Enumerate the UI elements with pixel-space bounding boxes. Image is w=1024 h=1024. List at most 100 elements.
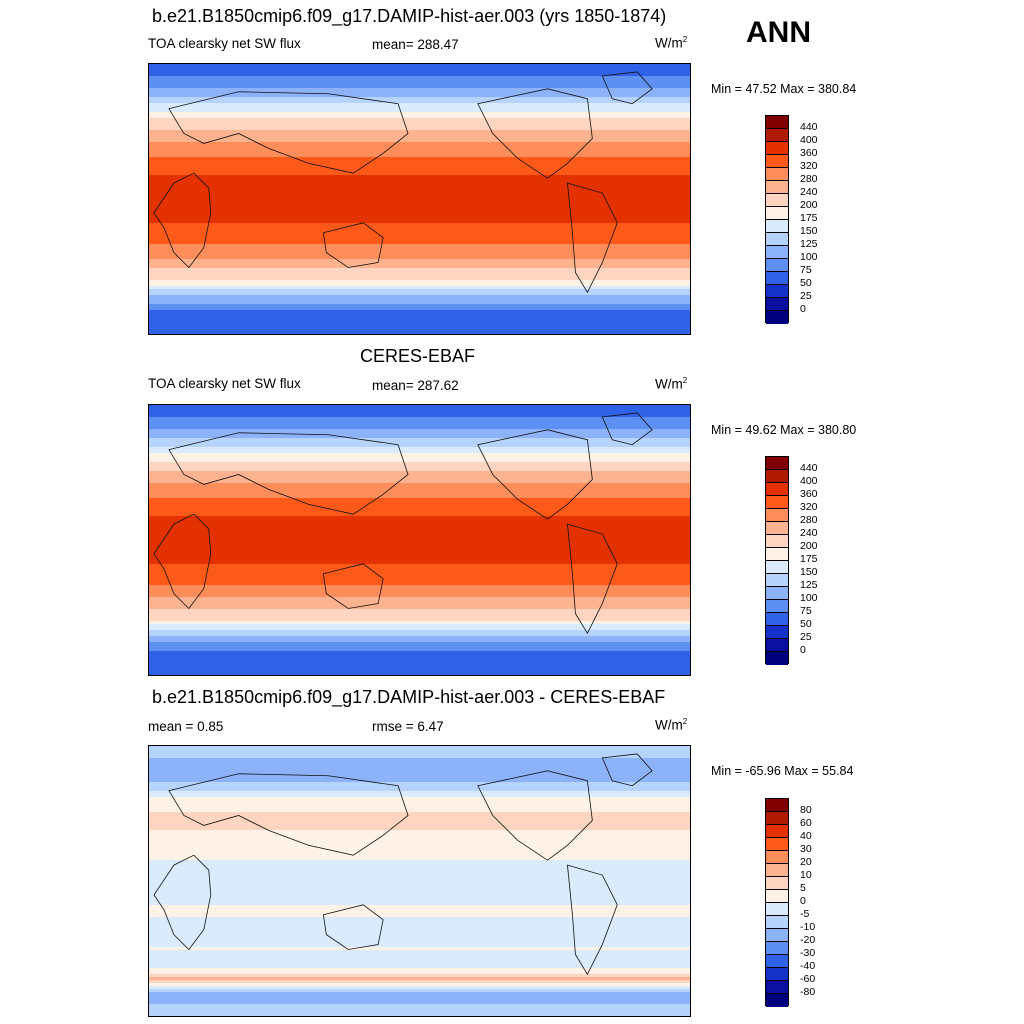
colorbar-cell: [766, 587, 788, 600]
latitude-band: [149, 67, 690, 71]
latitude-band: [149, 854, 690, 858]
coastline: [153, 854, 212, 951]
latitude-band: [149, 630, 690, 634]
latitude-band: [149, 145, 690, 149]
colorbar-tick-label: 125: [800, 238, 818, 250]
colorbar-cell: [766, 142, 788, 155]
latitude-band: [149, 130, 690, 134]
latitude-band: [149, 453, 690, 457]
colorbar-tick-label: 360: [800, 488, 818, 500]
latitude-band: [149, 316, 690, 320]
latitude-band: [149, 669, 690, 673]
coastline: [601, 753, 653, 787]
latitude-band: [149, 971, 690, 975]
latitude-band: [149, 190, 690, 194]
colorbar-cell: [766, 259, 788, 272]
latitude-band: [149, 241, 690, 245]
latitude-band: [149, 887, 690, 891]
latitude-band: [149, 235, 690, 239]
units-label: W/m2: [655, 35, 688, 51]
latitude-band: [149, 136, 690, 140]
colorbar-tick-label: 30: [800, 843, 812, 855]
latitude-band: [149, 175, 690, 179]
latitude-band: [149, 609, 690, 613]
colorbar-tick-label: 440: [800, 121, 818, 133]
latitude-band: [149, 91, 690, 95]
panel-title: b.e21.B1850cmip6.f09_g17.DAMIP-hist-aer.…: [152, 6, 667, 26]
latitude-band: [149, 295, 690, 299]
latitude-band: [149, 773, 690, 777]
latitude-band: [149, 794, 690, 798]
latitude-band: [149, 660, 690, 664]
colorbar-cell: [766, 272, 788, 285]
latitude-band: [149, 594, 690, 598]
colorbar-tick-label: 440: [800, 462, 818, 474]
latitude-band: [149, 489, 690, 493]
latitude-band: [149, 914, 690, 918]
colorbar-tick-label: 100: [800, 592, 818, 604]
latitude-band: [149, 974, 690, 978]
latitude-band: [149, 956, 690, 960]
minmax-label: Min = 49.62 Max = 380.80: [711, 423, 857, 437]
map-svg: [149, 405, 690, 675]
latitude-band: [149, 432, 690, 436]
latitude-band: [149, 959, 690, 963]
colorbar-cell: [766, 496, 788, 509]
colorbar: [765, 115, 789, 324]
coastline: [601, 412, 653, 446]
latitude-band: [149, 782, 690, 786]
colorbar-cell: [766, 168, 788, 181]
latitude-band: [149, 166, 690, 170]
latitude-band: [149, 902, 690, 906]
colorbar-cell: [766, 285, 788, 298]
colorbar-tick-label: 25: [800, 290, 812, 302]
latitude-band: [149, 651, 690, 655]
latitude-band: [149, 648, 690, 652]
latitude-band: [149, 121, 690, 125]
latitude-band: [149, 70, 690, 74]
latitude-band: [149, 788, 690, 792]
map-svg: [149, 64, 690, 334]
colorbar-cell: [766, 233, 788, 246]
latitude-band: [149, 304, 690, 308]
latitude-band: [149, 764, 690, 768]
colorbar: [765, 456, 789, 665]
mean-label: mean= 287.62: [372, 378, 459, 393]
mean-label: mean = 0.85: [148, 719, 224, 734]
colorbar-cell: [766, 207, 788, 220]
latitude-band: [149, 142, 690, 146]
latitude-band: [149, 298, 690, 302]
latitude-band: [149, 289, 690, 293]
latitude-band: [149, 558, 690, 562]
latitude-band: [149, 803, 690, 807]
latitude-band: [149, 115, 690, 119]
colorbar-cell: [766, 639, 788, 652]
latitude-band: [149, 262, 690, 266]
latitude-band: [149, 965, 690, 969]
latitude-band: [149, 169, 690, 173]
coastline: [322, 222, 384, 268]
latitude-band: [149, 543, 690, 547]
coastline: [153, 172, 212, 269]
latitude-band: [149, 824, 690, 828]
latitude-band: [149, 274, 690, 278]
coastline: [168, 773, 409, 856]
season-label: ANN: [746, 16, 811, 49]
latitude-band: [149, 187, 690, 191]
latitude-band: [149, 944, 690, 948]
latitude-band: [149, 88, 690, 92]
latitude-band: [149, 492, 690, 496]
latitude-band: [149, 932, 690, 936]
colorbar-tick-label: 60: [800, 817, 812, 829]
latitude-band: [149, 621, 690, 625]
latitude-band: [149, 1001, 690, 1005]
colorbar-tick-label: 280: [800, 514, 818, 526]
latitude-band: [149, 992, 690, 996]
colorbar-cell: [766, 600, 788, 613]
latitude-band: [149, 405, 690, 409]
latitude-band: [149, 755, 690, 759]
latitude-band: [149, 223, 690, 227]
latitude-band: [149, 232, 690, 236]
latitude-band: [149, 582, 690, 586]
latitude-band: [149, 540, 690, 544]
